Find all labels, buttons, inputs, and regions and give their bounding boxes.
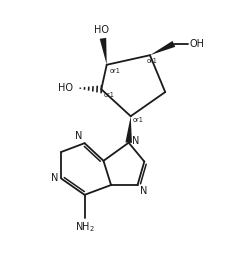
Text: HO: HO: [58, 83, 73, 93]
Text: OH: OH: [189, 39, 204, 49]
Text: HO: HO: [94, 25, 109, 35]
Text: NH$_2$: NH$_2$: [75, 220, 94, 234]
Polygon shape: [150, 41, 175, 55]
Text: or1: or1: [109, 68, 120, 74]
Text: or1: or1: [103, 92, 114, 98]
Polygon shape: [125, 116, 132, 143]
Text: or1: or1: [133, 117, 143, 123]
Polygon shape: [100, 38, 107, 65]
Text: N: N: [140, 186, 147, 196]
Text: or1: or1: [147, 58, 158, 64]
Text: N: N: [51, 173, 59, 184]
Text: N: N: [132, 136, 139, 146]
Text: N: N: [75, 131, 83, 141]
